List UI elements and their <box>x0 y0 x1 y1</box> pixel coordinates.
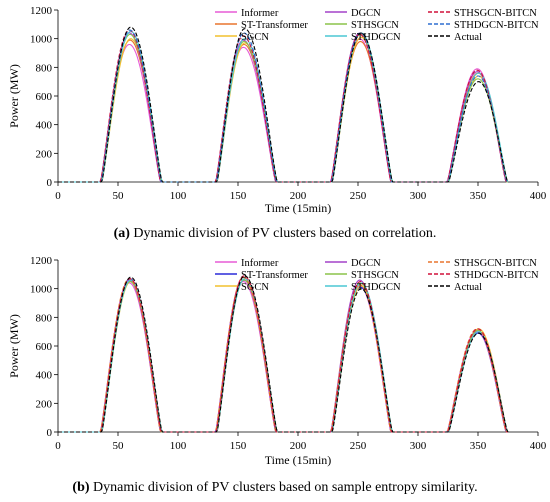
x-tick-label: 50 <box>113 190 125 202</box>
x-tick-label: 250 <box>350 440 367 452</box>
legend-label: DGCN <box>351 8 381 19</box>
caption-a-text: Dynamic division of PV clusters based on… <box>133 226 437 241</box>
y-tick-label: 400 <box>36 370 53 382</box>
series-line-dgcn <box>58 276 508 433</box>
caption-b-text: Dynamic division of PV clusters based on… <box>93 480 478 495</box>
legend-label: SGCN <box>241 32 269 43</box>
series-line-sthdgcn <box>58 278 509 433</box>
x-tick-label: 0 <box>55 190 61 202</box>
legend-label: Informer <box>241 8 279 19</box>
y-axis-label: Power (MW) <box>7 64 21 128</box>
y-tick-label: 0 <box>47 177 53 189</box>
y-axis-label: Power (MW) <box>7 314 21 378</box>
series-line-sthsgcn-bitcn <box>58 276 508 433</box>
x-tick-label: 200 <box>290 440 307 452</box>
legend-label: STHSGCN-BITCN <box>454 258 537 269</box>
x-tick-label: 150 <box>230 190 247 202</box>
series-line-dgcn <box>58 32 508 183</box>
y-tick-label: 400 <box>36 120 53 132</box>
x-axis-label: Time (15min) <box>265 201 332 215</box>
legend-label: SGCN <box>241 282 269 293</box>
legend-label: STHDGCN-BITCN <box>454 270 539 281</box>
series-line-informer <box>58 281 508 433</box>
caption-b-tag: (b) <box>72 480 90 495</box>
caption-a: (a) Dynamic division of PV clusters base… <box>0 226 550 242</box>
legend-label: ST-Transformer <box>241 20 308 31</box>
series-line-sthdgcn <box>58 31 509 183</box>
y-tick-label: 600 <box>36 91 53 103</box>
legend-label: STHSGCN-BITCN <box>454 8 537 19</box>
series-line-sgcn <box>58 36 509 183</box>
series-line-informer <box>58 38 508 183</box>
series-line-actual <box>58 275 509 433</box>
chart-panel-a: 0 50 100 150 200 250 300 350 400 0 200 400 600 800 100… <box>7 5 547 215</box>
legend-label: Actual <box>454 32 482 43</box>
series-line-actual <box>58 26 509 183</box>
legend-label: ST-Transformer <box>241 270 308 281</box>
series-line-sgcn <box>58 278 509 433</box>
y-tick-label: 200 <box>36 148 53 160</box>
x-tick-label: 350 <box>470 440 487 452</box>
y-tick-label: 1200 <box>30 5 53 17</box>
y-tick-label: 800 <box>36 62 53 74</box>
y-tick-label: 800 <box>36 312 53 324</box>
y-tick-label: 0 <box>47 427 53 439</box>
y-tick-label: 1000 <box>30 34 53 46</box>
x-tick-label: 100 <box>170 440 187 452</box>
legend-label: STHDGCN <box>351 282 401 293</box>
series-line-sthsgcn <box>58 279 508 433</box>
caption-b: (b) Dynamic division of PV clusters base… <box>0 480 550 496</box>
x-tick-label: 250 <box>350 190 367 202</box>
series-line-sthdgcn-bitcn <box>58 275 508 433</box>
legend-label: Informer <box>241 258 279 269</box>
legend-label: STHSGCN <box>351 20 399 31</box>
x-tick-label: 350 <box>470 190 487 202</box>
series-line-sthdgcn-bitcn <box>58 29 508 183</box>
legend-label: STHDGCN-BITCN <box>454 20 539 31</box>
caption-a-tag: (a) <box>113 226 130 241</box>
y-tick-label: 200 <box>36 398 53 410</box>
chart-panel-b: 0 50 100 150 200 250 300 350 400 0 200 400 600 800 100… <box>7 255 547 467</box>
x-tick-label: 400 <box>530 190 547 202</box>
series-line-st-transformer <box>58 39 508 183</box>
series-line-sthsgcn-bitcn <box>58 29 508 183</box>
series-line-st-transformer <box>58 278 508 433</box>
legend-label: STHSGCN <box>351 270 399 281</box>
legend-label: STHDGCN <box>351 32 401 43</box>
x-tick-label: 200 <box>290 190 307 202</box>
y-tick-label: 1200 <box>30 255 53 267</box>
y-tick-label: 1000 <box>30 284 53 296</box>
legend-label: Actual <box>454 282 482 293</box>
x-tick-label: 300 <box>410 440 427 452</box>
x-tick-label: 0 <box>55 440 61 452</box>
x-tick-label: 400 <box>530 440 547 452</box>
x-tick-label: 100 <box>170 190 187 202</box>
x-tick-label: 150 <box>230 440 247 452</box>
legend-label: DGCN <box>351 258 381 269</box>
series-line-sthsgcn <box>58 33 508 183</box>
y-tick-label: 600 <box>36 341 53 353</box>
x-axis-label: Time (15min) <box>265 453 332 467</box>
x-tick-label: 50 <box>113 440 125 452</box>
x-tick-label: 300 <box>410 190 427 202</box>
